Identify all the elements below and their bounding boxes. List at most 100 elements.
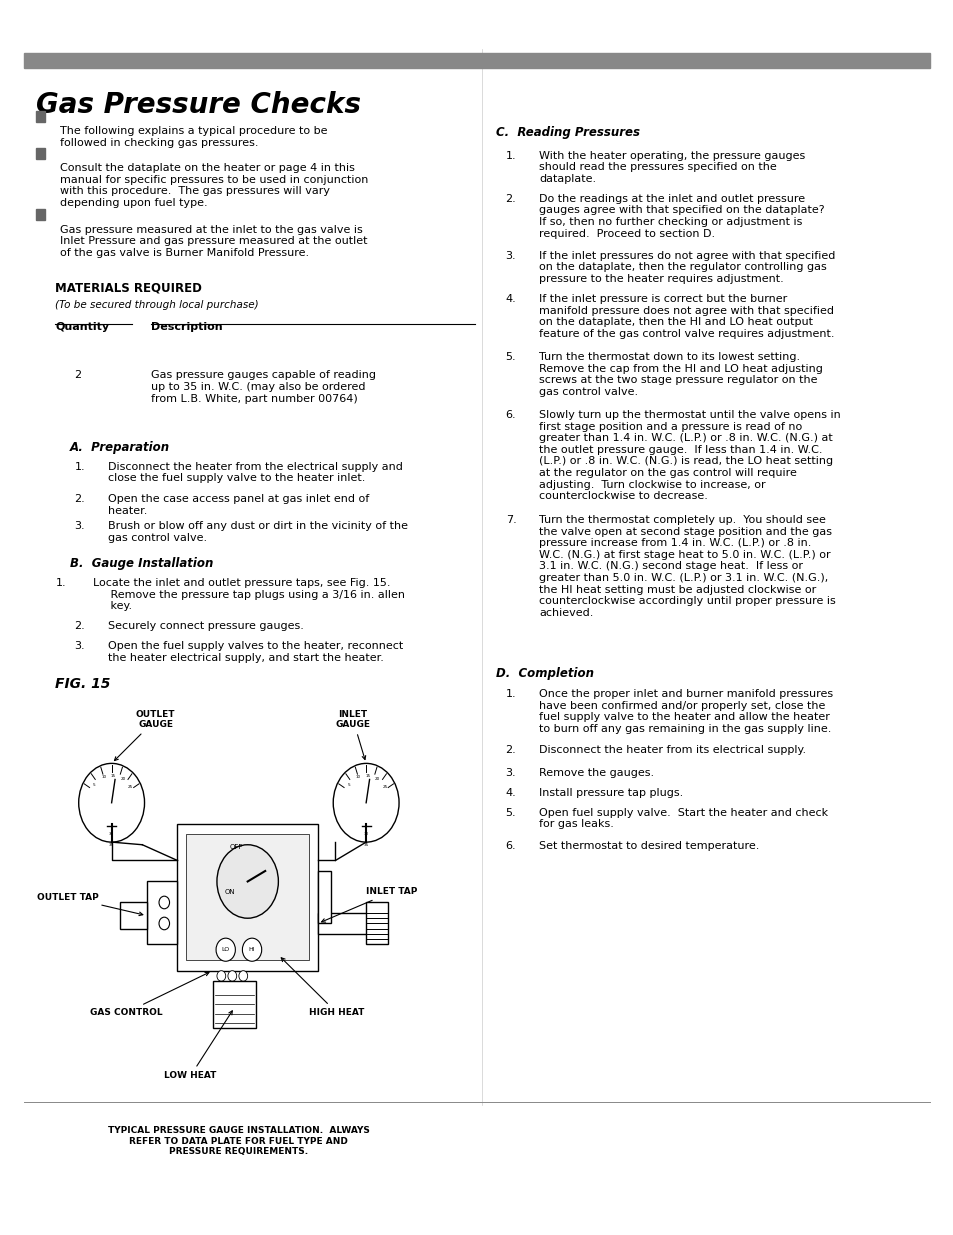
Circle shape [159, 918, 170, 930]
Bar [36, 148, 45, 159]
Bar [366, 903, 388, 945]
Bar [24, 53, 929, 68]
Text: 5: 5 [347, 783, 350, 787]
Text: 30: 30 [363, 832, 369, 836]
Text: Once the proper inlet and burner manifold pressures
have been confirmed and/or p: Once the proper inlet and burner manifol… [538, 689, 832, 734]
Text: Description: Description [151, 322, 222, 332]
Text: 3.: 3. [74, 521, 85, 531]
Text: 3.: 3. [74, 641, 85, 651]
Circle shape [216, 971, 226, 981]
Circle shape [242, 939, 261, 961]
Text: LO: LO [221, 947, 230, 952]
Text: 10: 10 [101, 776, 107, 779]
Text: D.  Completion: D. Completion [496, 667, 594, 680]
Text: Disconnect the heater from the electrical supply and
close the fuel supply valve: Disconnect the heater from the electrica… [108, 462, 402, 483]
Text: 20: 20 [375, 777, 380, 781]
Text: 3.: 3. [505, 768, 516, 778]
Text: If the inlet pressure is correct but the burner
manifold pressure does not agree: If the inlet pressure is correct but the… [538, 294, 834, 338]
Text: LOW HEAT: LOW HEAT [164, 1010, 233, 1081]
Text: Turn the thermostat completely up.  You should see
the valve open at second stag: Turn the thermostat completely up. You s… [538, 515, 835, 618]
Text: HI: HI [249, 947, 255, 952]
Text: OFF: OFF [230, 845, 243, 851]
Text: 7.: 7. [505, 515, 516, 525]
Text: 1.: 1. [74, 462, 85, 472]
Text: 35: 35 [363, 842, 369, 847]
Text: 15: 15 [111, 773, 116, 778]
Text: 1.: 1. [505, 689, 516, 699]
Bar [177, 824, 317, 971]
Text: Open fuel supply valve.  Start the heater and check
for gas leaks.: Open fuel supply valve. Start the heater… [538, 808, 827, 829]
Text: GAS CONTROL: GAS CONTROL [90, 972, 209, 1018]
Text: 5.: 5. [505, 808, 516, 818]
Text: Quantity: Quantity [55, 322, 110, 332]
Bar [317, 871, 331, 924]
Text: 6.: 6. [505, 410, 516, 420]
Text: 10: 10 [355, 776, 360, 779]
Text: 6.: 6. [505, 841, 516, 851]
Text: 30: 30 [109, 832, 114, 836]
Text: 1.: 1. [55, 578, 66, 588]
Text: Locate the inlet and outlet pressure taps, see Fig. 15.
     Remove the pressure: Locate the inlet and outlet pressure tap… [93, 578, 405, 611]
Text: HIGH HEAT: HIGH HEAT [281, 958, 364, 1018]
Text: 4.: 4. [505, 788, 516, 798]
Text: INLET
GAUGE: INLET GAUGE [335, 710, 370, 760]
Text: 2.: 2. [505, 194, 516, 204]
Text: Do the readings at the inlet and outlet pressure
gauges agree with that specifie: Do the readings at the inlet and outlet … [538, 194, 823, 238]
Text: 15: 15 [365, 773, 371, 778]
Text: INLET TAP: INLET TAP [321, 888, 417, 923]
Text: Set thermostat to desired temperature.: Set thermostat to desired temperature. [538, 841, 759, 851]
Text: C.  Reading Pressures: C. Reading Pressures [496, 126, 639, 140]
Text: 35: 35 [109, 842, 114, 847]
Text: 18: 18 [34, 1202, 52, 1214]
Text: OUTLET TAP: OUTLET TAP [37, 893, 143, 915]
Text: With the heater operating, the pressure gauges
should read the pressures specifi: With the heater operating, the pressure … [538, 151, 804, 184]
Circle shape [216, 845, 278, 919]
Text: Gas pressure measured at the inlet to the gas valve is
Inlet Pressure and gas pr: Gas pressure measured at the inlet to th… [60, 225, 367, 258]
Text: 2.: 2. [505, 745, 516, 755]
Text: Install pressure tap plugs.: Install pressure tap plugs. [538, 788, 682, 798]
Text: 4.: 4. [505, 294, 516, 304]
Text: MATERIALS REQUIRED: MATERIALS REQUIRED [55, 282, 202, 295]
Text: Slowly turn up the thermostat until the valve opens in
first stage position and : Slowly turn up the thermostat until the … [538, 410, 840, 501]
Text: Open the case access panel at gas inlet end of
heater.: Open the case access panel at gas inlet … [108, 494, 369, 515]
Text: 3.: 3. [505, 251, 516, 261]
Text: Disconnect the heater from its electrical supply.: Disconnect the heater from its electrica… [538, 745, 805, 755]
Text: Gas pressure gauges capable of reading
up to 35 in. W.C. (may also be ordered
fr: Gas pressure gauges capable of reading u… [151, 370, 375, 404]
Circle shape [215, 939, 235, 961]
Text: 25: 25 [128, 785, 132, 789]
Text: 20: 20 [120, 777, 126, 781]
Bar [147, 882, 177, 945]
Text: ON: ON [225, 889, 235, 895]
Text: 1.: 1. [505, 151, 516, 161]
Text: Brush or blow off any dust or dirt in the vicinity of the
gas control valve.: Brush or blow off any dust or dirt in th… [108, 521, 407, 542]
Circle shape [238, 971, 248, 981]
Text: 5: 5 [92, 783, 95, 787]
Text: Open the fuel supply valves to the heater, reconnect
the heater electrical suppl: Open the fuel supply valves to the heate… [108, 641, 402, 662]
Text: The following explains a typical procedure to be
followed in checking gas pressu: The following explains a typical procedu… [60, 126, 327, 147]
Text: A.  Preparation: A. Preparation [70, 441, 170, 454]
Text: Turn the thermostat down to its lowest setting.
Remove the cap from the HI and L: Turn the thermostat down to its lowest s… [538, 352, 822, 396]
Bar [317, 913, 383, 934]
Circle shape [228, 971, 236, 981]
Text: 2.: 2. [74, 494, 85, 504]
Text: Remove the gauges.: Remove the gauges. [538, 768, 654, 778]
Text: 25: 25 [382, 785, 387, 789]
Text: TYPICAL PRESSURE GAUGE INSTALLATION.  ALWAYS
REFER TO DATA PLATE FOR FUEL TYPE A: TYPICAL PRESSURE GAUGE INSTALLATION. ALW… [108, 1126, 369, 1156]
Text: (To be secured through local purchase): (To be secured through local purchase) [55, 300, 258, 310]
Text: B.  Gauge Installation: B. Gauge Installation [70, 557, 213, 571]
Bar [186, 835, 309, 961]
Circle shape [333, 763, 398, 842]
Text: Gas Pressure Checks: Gas Pressure Checks [36, 91, 361, 120]
Text: Securely connect pressure gauges.: Securely connect pressure gauges. [108, 621, 303, 631]
Text: 5.: 5. [505, 352, 516, 362]
Text: 2.: 2. [74, 621, 85, 631]
Circle shape [159, 897, 170, 909]
Circle shape [78, 763, 145, 842]
Text: OUTLET
GAUGE: OUTLET GAUGE [114, 710, 175, 761]
Bar [36, 209, 45, 220]
Text: If the inlet pressures do not agree with that specified
on the dataplate, then t: If the inlet pressures do not agree with… [538, 251, 835, 284]
Bar [36, 110, 45, 121]
Text: FIG. 15: FIG. 15 [55, 677, 111, 690]
Text: 2: 2 [74, 370, 81, 380]
Bar [213, 981, 256, 1029]
